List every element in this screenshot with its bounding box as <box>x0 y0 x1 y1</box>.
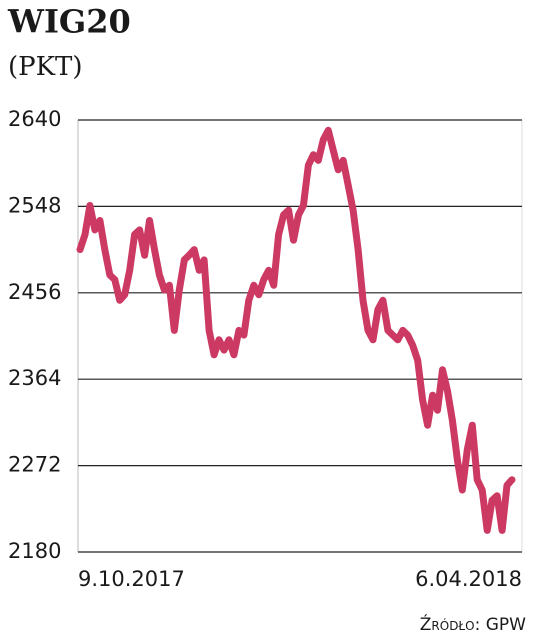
chart-subtitle: (PKT) <box>8 52 83 82</box>
y-tick-label: 2640 <box>8 107 61 131</box>
x-tick-label: 6.04.2018 <box>415 567 522 591</box>
y-tick-label: 2272 <box>8 453 61 477</box>
y-tick-label: 2548 <box>8 193 61 217</box>
x-tick-label: 9.10.2017 <box>78 567 185 591</box>
source: Źródło: GPW <box>420 613 526 635</box>
line <box>76 126 516 534</box>
chart-title: WIG20 <box>7 3 131 41</box>
y-tick-label: 2456 <box>8 280 61 304</box>
y-tick-label: 2180 <box>8 539 61 563</box>
y-tick-label: 2364 <box>8 366 61 390</box>
